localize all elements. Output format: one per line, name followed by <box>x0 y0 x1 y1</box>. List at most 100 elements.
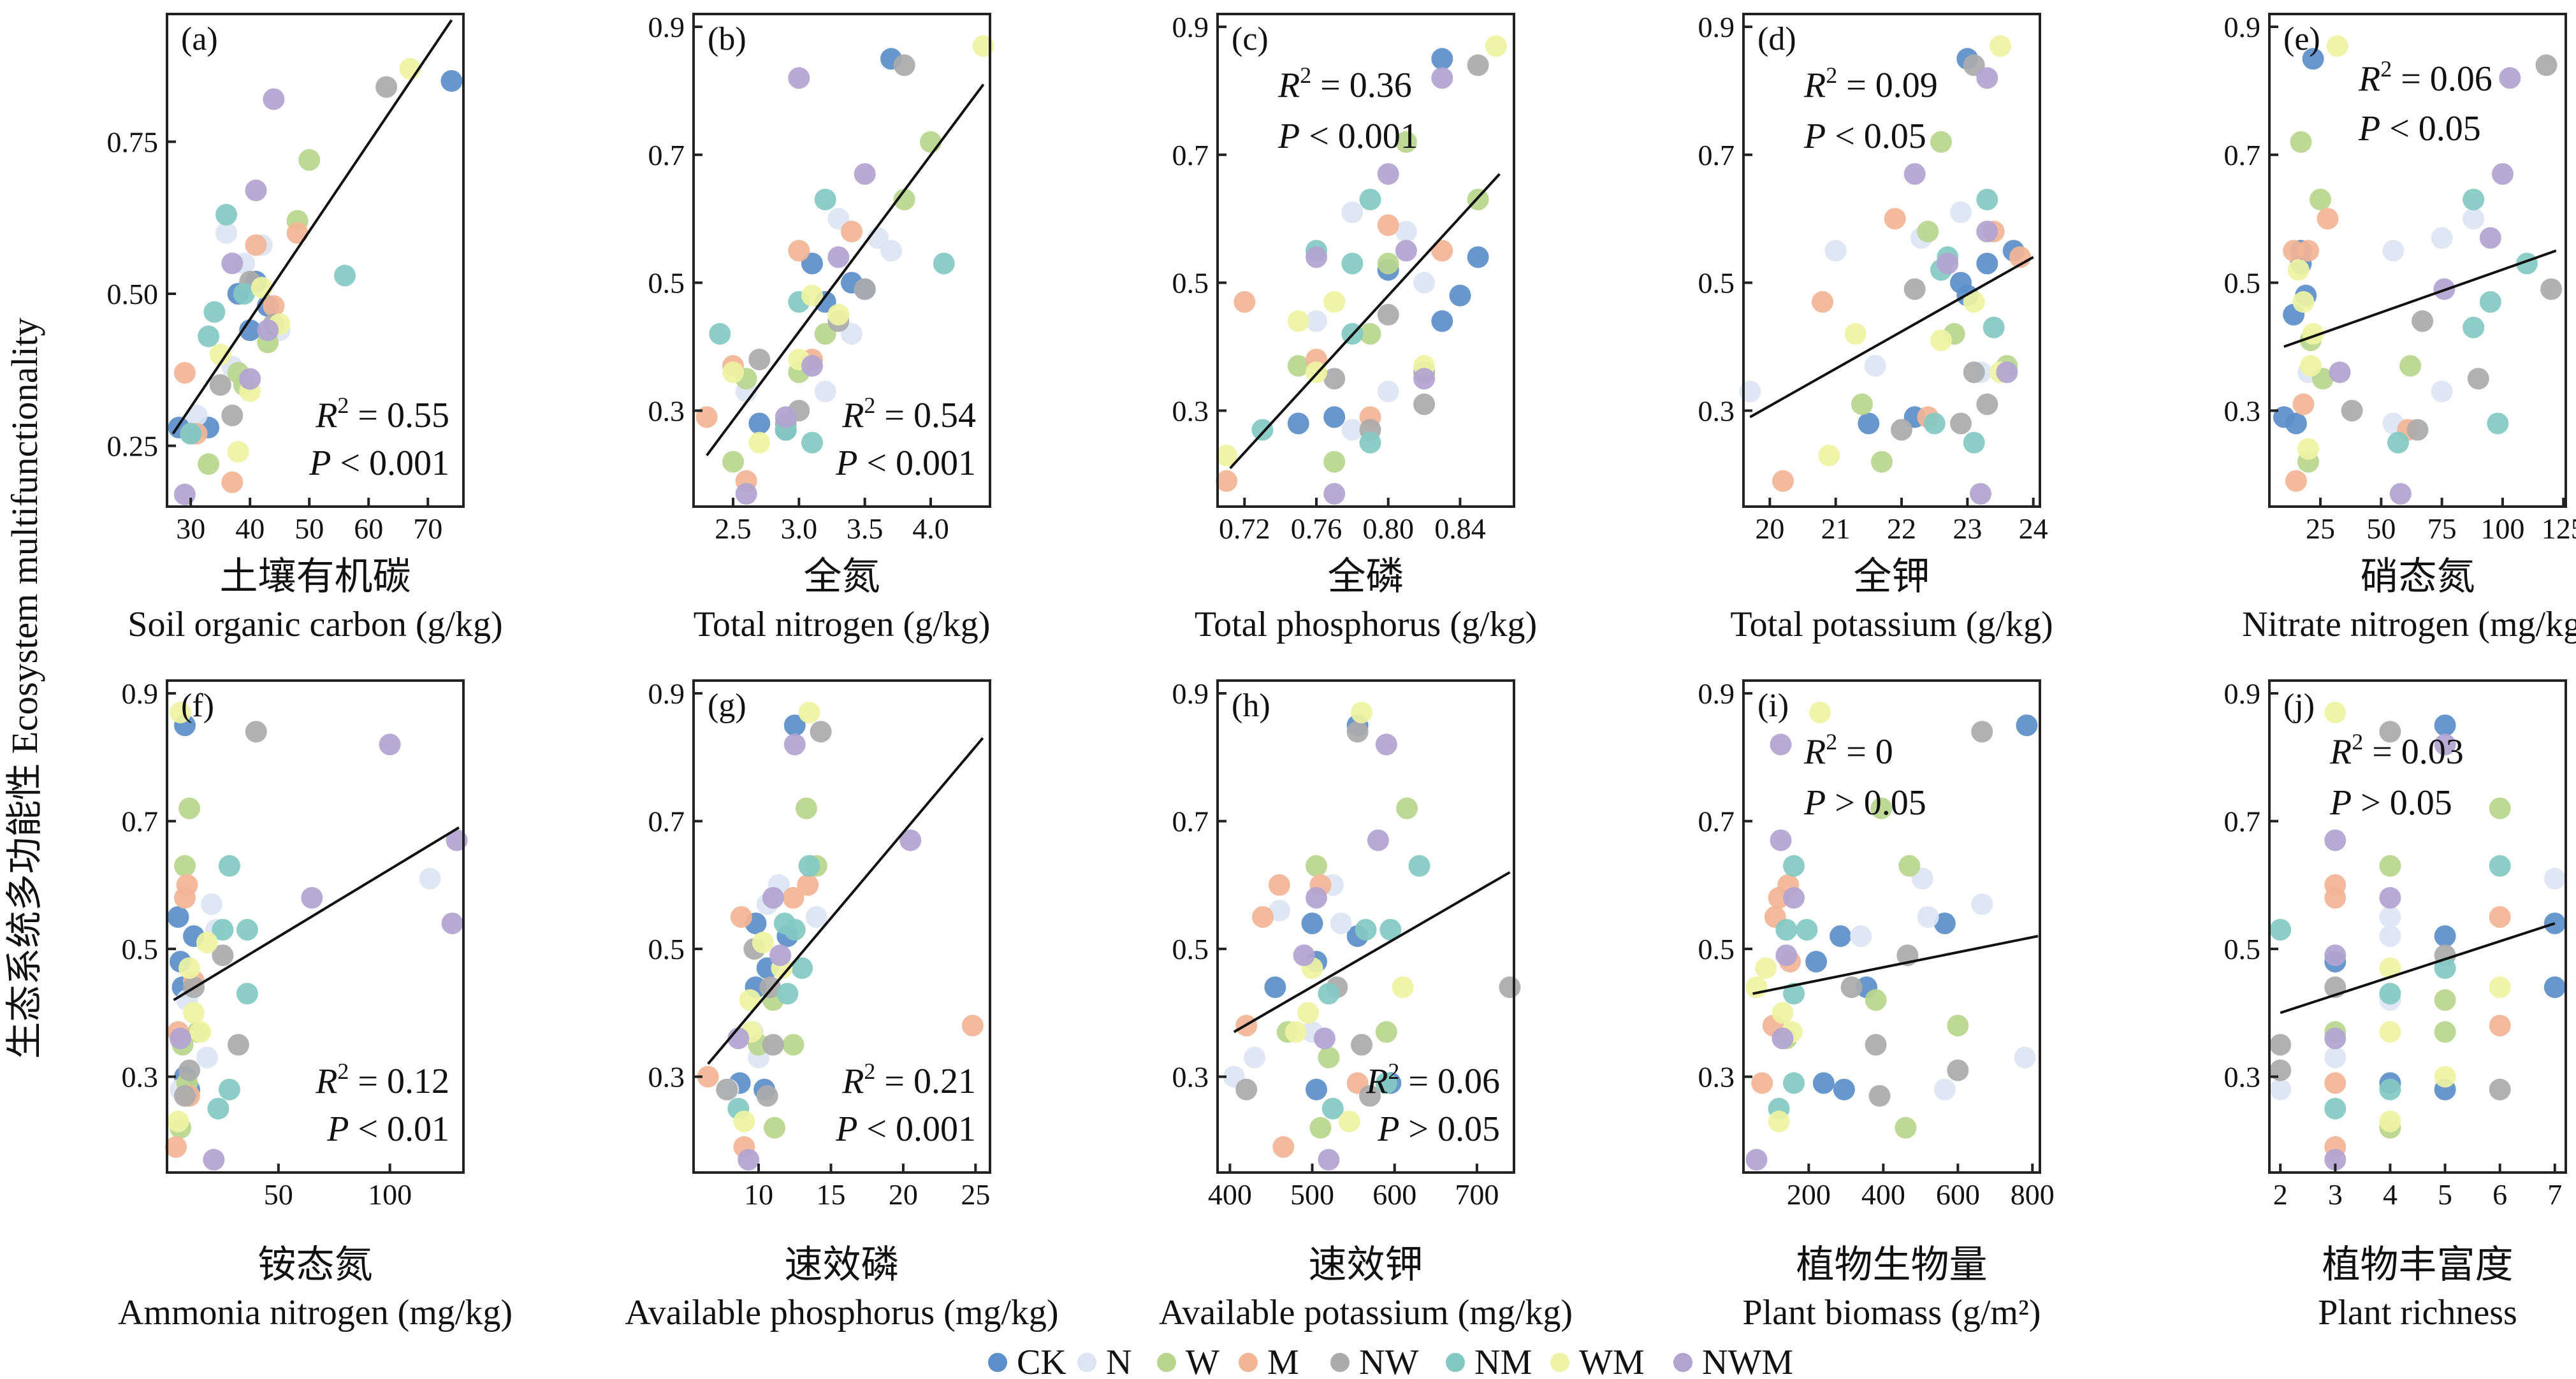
x-tick-label: 600 <box>1372 1178 1416 1211</box>
x-axis-label-cn: 硝态氮 <box>2361 556 2475 598</box>
scatter-point <box>1868 1085 1891 1107</box>
scatter-point <box>174 886 196 909</box>
scatter-point <box>1870 797 1893 819</box>
scatter-point <box>183 1002 205 1024</box>
scatter-point <box>1313 1027 1335 1050</box>
scatter-point <box>1990 35 2011 57</box>
scatter-point <box>212 919 234 941</box>
y-tick-label: 0.5 <box>1698 267 1735 300</box>
x-axis-label-cn: 全氮 <box>804 556 880 598</box>
scatter-point <box>920 131 942 153</box>
scatter-point <box>1264 976 1286 999</box>
regression-line <box>706 83 985 456</box>
scatter-point <box>798 702 820 724</box>
scatter-point <box>1976 189 1998 211</box>
scatter-point <box>2434 1021 2456 1043</box>
x-tick-label: 23 <box>1953 512 1982 545</box>
legend-label: WM <box>1579 1343 1645 1379</box>
scatter-point <box>2535 54 2558 76</box>
scatter-point <box>1818 444 1840 466</box>
scatter-point <box>1808 702 1831 724</box>
scatter-point <box>801 284 823 307</box>
scatter-point <box>801 355 823 377</box>
scatter-point <box>178 957 200 979</box>
scatter-point <box>1871 451 1893 473</box>
legend-item-n: N <box>1077 1343 1132 1379</box>
scatter-point <box>2431 380 2453 403</box>
scatter-point <box>2412 310 2434 332</box>
p-value-label: P < 0.01 <box>326 1109 449 1149</box>
r-squared-label: R2 = 0.36 <box>1277 62 1412 105</box>
scatter-point <box>1772 1027 1794 1050</box>
scatter-point <box>1947 1059 1969 1081</box>
r-squared-label: R2 = 0.21 <box>841 1058 976 1101</box>
scatter-point <box>1844 322 1867 345</box>
y-tick-label: 0.5 <box>2224 933 2261 965</box>
scatter-point <box>1268 874 1290 896</box>
panel-f: 50 100 0.3 0.5 0.7 0.9 (f) R2 = 0.12 P < 0.01 铵态氮… <box>118 677 513 1332</box>
r-squared-label: R2 = 0.06 <box>1365 1058 1500 1101</box>
scatter-point <box>2326 35 2348 57</box>
scatter-point <box>1395 131 1417 153</box>
scatter-point <box>301 886 323 909</box>
scatter-point <box>207 1097 229 1120</box>
scatter-point <box>1772 1002 1794 1024</box>
scatter-point <box>899 829 922 851</box>
scatter-point <box>1413 271 1436 294</box>
scatter-point <box>2287 259 2310 281</box>
scatter-point <box>1309 1116 1332 1139</box>
scatter-point <box>1840 976 1863 999</box>
scatter-point <box>764 1116 785 1139</box>
scatter-point <box>186 404 208 426</box>
scatter-point <box>1216 444 1238 466</box>
scatter-point <box>1375 1072 1397 1094</box>
scatter-point <box>1930 329 1952 351</box>
plot-frame <box>1216 13 1515 508</box>
scatter-point <box>788 240 810 262</box>
y-tick-label: 0.5 <box>1698 933 1735 965</box>
scatter-point <box>1355 919 1377 941</box>
scatter-point <box>1287 310 1309 332</box>
x-tick-label: 30 <box>176 512 205 545</box>
y-tick-label: 0.9 <box>1172 11 1209 43</box>
scatter-point <box>1865 1034 1887 1056</box>
scatter-point <box>1235 1078 1258 1101</box>
p-value-label: P > 0.05 <box>1377 1109 1500 1149</box>
x-tick-label: 0.84 <box>1434 512 1486 545</box>
scatter-point <box>2379 906 2401 928</box>
scatter-point <box>1467 54 1489 76</box>
x-tick-label: 5 <box>2438 1178 2452 1211</box>
scatter-point <box>722 451 744 473</box>
scatter-point <box>791 957 813 979</box>
scatter-point <box>233 283 255 305</box>
scatter-point <box>1783 886 1805 909</box>
scatter-point <box>2324 1046 2347 1069</box>
scatter-point <box>441 913 463 934</box>
scatter-point <box>798 855 820 877</box>
scatter-point <box>1933 913 1956 934</box>
x-tick-label: 10 <box>744 1178 773 1211</box>
scatter-point <box>1318 983 1340 1005</box>
x-tick-label: 24 <box>2019 512 2048 545</box>
x-axis-label-en: Available potassium (mg/kg) <box>1159 1293 1573 1332</box>
scatter-point <box>2269 1078 2292 1101</box>
x-tick-label: 700 <box>1455 1178 1499 1211</box>
scatter-point <box>810 721 832 743</box>
scatter-point <box>1359 1085 1381 1107</box>
scatter-point <box>1772 470 1794 492</box>
scatter-point <box>2489 976 2511 999</box>
scatter-point <box>1937 252 1959 275</box>
scatter-point <box>783 714 806 737</box>
x-tick-label: 2 <box>2273 1178 2288 1211</box>
scatter-point <box>2387 431 2409 454</box>
scatter-point <box>2324 829 2347 851</box>
scatter-point <box>1323 291 1346 313</box>
scatter-point <box>1947 1014 1969 1037</box>
panel-c: 0.72 0.76 0.80 0.84 0.3 0.5 0.7 0.9 (c)R2 = 0.36… <box>1172 11 1538 644</box>
scatter-point <box>2341 400 2363 422</box>
y-tick-label: 0.5 <box>122 933 159 965</box>
scatter-point <box>2324 1027 2347 1050</box>
scatter-point <box>814 189 836 211</box>
legend-item-nw: NW <box>1330 1343 1418 1379</box>
